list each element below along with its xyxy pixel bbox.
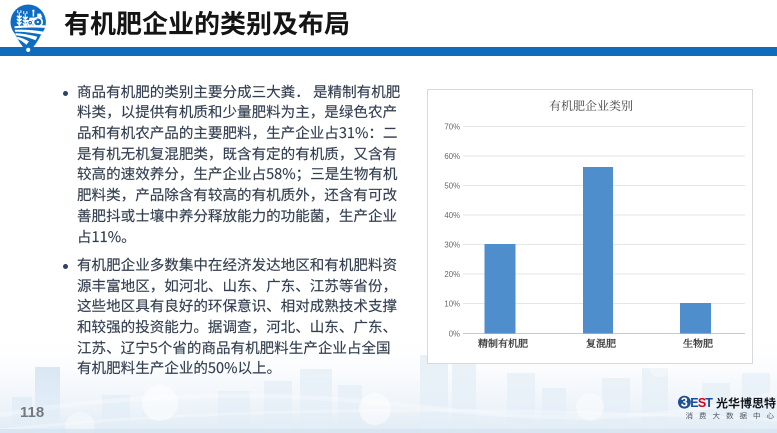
svg-text:30%: 30% <box>444 241 460 250</box>
svg-text:有机肥企业类别: 有机肥企业类别 <box>549 97 633 114</box>
svg-text:复混肥: 复混肥 <box>586 335 616 350</box>
svg-text:60%: 60% <box>444 152 460 161</box>
svg-text:3: 3 <box>681 396 688 410</box>
svg-text:40%: 40% <box>444 211 460 220</box>
svg-text:E: E <box>690 396 698 410</box>
svg-text:0%: 0% <box>449 330 460 339</box>
svg-text:精制有机肥: 精制有机肥 <box>477 335 528 350</box>
svg-text:光华博思特: 光华博思特 <box>716 394 776 411</box>
svg-text:20%: 20% <box>444 270 460 279</box>
svg-text:S: S <box>698 396 706 410</box>
svg-text:生物肥: 生物肥 <box>683 335 713 350</box>
svg-text:10%: 10% <box>444 300 460 309</box>
svg-text:50%: 50% <box>444 182 460 191</box>
svg-text:T: T <box>705 396 713 410</box>
svg-text:消费大数据中心: 消费大数据中心 <box>686 411 777 422</box>
svg-text:70%: 70% <box>444 123 460 132</box>
